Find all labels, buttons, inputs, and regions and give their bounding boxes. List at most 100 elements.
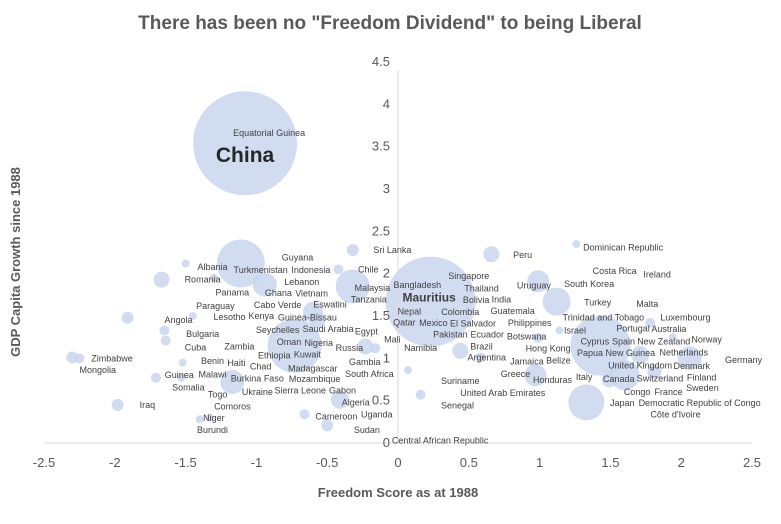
bubble	[677, 346, 702, 371]
y-tick-label: 0	[383, 435, 390, 450]
data-label: Japan	[610, 398, 635, 408]
data-label: Israel	[564, 325, 586, 335]
data-label: Oman	[277, 337, 302, 347]
data-label: Guyana	[282, 253, 314, 263]
data-label: Dominican Republic	[583, 242, 664, 252]
bubble	[160, 335, 171, 346]
bubble	[181, 259, 190, 268]
data-label: India	[492, 294, 512, 304]
data-label: Sri Lanka	[373, 245, 411, 255]
data-label: Mexico	[419, 318, 448, 328]
data-label: Papua New Guinea	[577, 348, 655, 358]
data-label: Finland	[687, 372, 717, 382]
data-label: Uganda	[361, 409, 393, 419]
bubble	[631, 345, 650, 364]
data-label: Ghana	[265, 288, 292, 298]
bubble	[333, 264, 344, 275]
y-axis-title: GDP Capita Growth since 1988	[8, 167, 23, 357]
bubble	[209, 273, 218, 282]
data-label: Mongolia	[80, 365, 117, 375]
data-label: Gambia	[349, 357, 381, 367]
data-label: Angola	[165, 315, 193, 325]
bubble	[385, 256, 476, 347]
bubble	[645, 317, 656, 328]
data-label: Brazil	[470, 342, 493, 352]
data-label: Botswana	[507, 331, 547, 341]
x-tick-label: 2	[678, 455, 685, 470]
data-label: Jamaica	[510, 357, 544, 367]
data-label: Trinidad and Tobago	[563, 312, 645, 322]
data-label: Sierra Leone	[275, 386, 327, 396]
data-label: Burundi	[197, 425, 228, 435]
data-label: Saudi Arabia	[303, 324, 354, 334]
data-label: Argentina	[468, 353, 507, 363]
bubble	[321, 419, 334, 432]
data-label: El Salvador	[450, 318, 496, 328]
data-label: Romania	[185, 275, 221, 285]
data-label: Democratic Republic of Congo	[639, 398, 761, 408]
y-tick-label: 2	[383, 266, 390, 281]
y-tick-label: 4.5	[372, 54, 390, 69]
y-tick-label: 4	[383, 96, 390, 111]
data-label: Turkey	[584, 297, 612, 307]
bubble	[647, 364, 662, 379]
data-label: Guatemala	[491, 306, 535, 316]
data-label: Australia	[651, 324, 686, 334]
data-label: Ukraine	[242, 387, 273, 397]
bubble	[475, 352, 486, 363]
bubble	[303, 301, 324, 322]
bubble	[483, 246, 500, 263]
data-label: Zimbabwe	[91, 353, 133, 363]
bubble	[330, 390, 349, 409]
data-label: United Arab Emirates	[460, 388, 546, 398]
data-label: Eswatini	[313, 299, 347, 309]
bubble	[177, 373, 186, 382]
y-tick-label: 1.5	[372, 308, 390, 323]
data-label: Sudan	[354, 425, 380, 435]
data-label: Madagascar	[288, 363, 338, 373]
data-label: Central African Republic	[392, 435, 489, 445]
x-tick-label: 1	[536, 455, 543, 470]
bubble	[335, 269, 370, 304]
x-tick-label: 1.5	[601, 455, 619, 470]
bubble	[570, 315, 631, 376]
data-label: Niger	[203, 413, 225, 423]
bubble	[205, 413, 214, 422]
data-label: Uruguay	[517, 280, 552, 290]
data-label: Chile	[358, 264, 379, 274]
bubble	[452, 342, 469, 359]
x-tick-label: -0.5	[316, 455, 338, 470]
bubble	[299, 409, 310, 420]
data-label: Ireland	[643, 269, 671, 279]
data-label: Equatorial Guinea	[233, 128, 305, 138]
bubble	[357, 338, 374, 355]
data-label: Pakistan	[433, 330, 468, 340]
bubble	[668, 333, 677, 342]
data-label: Denmark	[674, 361, 711, 371]
data-label: Panama	[216, 288, 250, 298]
bubble	[555, 326, 564, 335]
data-label: Malta	[636, 299, 658, 309]
x-tick-label: 0	[394, 455, 401, 470]
data-label: Cuba	[185, 342, 207, 352]
data-label: Albania	[197, 262, 227, 272]
data-label: Mali	[384, 335, 401, 345]
data-label: Switzerland	[637, 373, 684, 383]
y-tick-label: 2.5	[372, 223, 390, 238]
data-label: Somalia	[172, 383, 205, 393]
data-label: Kuwait	[294, 350, 322, 360]
data-label: Qatar	[393, 318, 416, 328]
x-axis-title: Freedom Score as at 1988	[318, 485, 478, 500]
data-label: United Kingdom	[608, 361, 672, 371]
data-label: Congo	[624, 387, 651, 397]
bubble	[533, 333, 544, 344]
data-label: South Korea	[564, 279, 614, 289]
data-label: Norway	[691, 335, 722, 345]
data-label: Netherlands	[660, 347, 709, 357]
data-label: France	[654, 387, 682, 397]
data-label: Spain	[612, 336, 635, 346]
bubble	[216, 239, 265, 288]
data-label: Cabo Verde	[254, 300, 302, 310]
data-label: Senegal	[441, 400, 474, 410]
data-label: Paraguay	[196, 301, 235, 311]
